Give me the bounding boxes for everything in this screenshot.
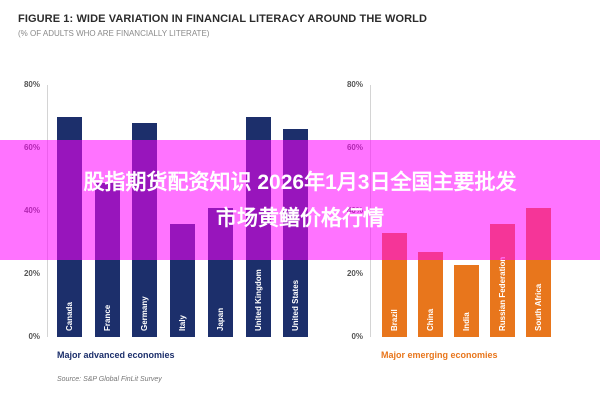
bar-category-label: Brazil — [389, 309, 399, 331]
y-tick-label: 20% — [346, 269, 363, 278]
bar-category-label: South Africa — [533, 283, 543, 331]
promo-overlay-banner — [0, 140, 600, 260]
source-note: Source: S&P Global FinLit Survey — [57, 376, 162, 383]
bar-china: China — [418, 251, 443, 337]
bar-category-label: China — [425, 308, 435, 331]
bar-india: India — [454, 264, 479, 337]
figure-subtitle: (% OF ADULTS WHO ARE FINANCIALLY LITERAT… — [18, 29, 210, 38]
overlay-title: 股指期货配资知识 2026年1月3日全国主要批发 市场黄鳝价格行情 — [0, 165, 600, 237]
advanced-group-label: Major advanced economies — [57, 350, 175, 360]
bar-category-label: India — [461, 312, 471, 331]
y-tick-label: 20% — [23, 269, 40, 278]
y-tick-label: 80% — [346, 80, 363, 89]
y-tick-label: 80% — [23, 80, 40, 89]
emerging-group-label: Major emerging economies — [381, 350, 498, 360]
overlay-title-line-2: 市场黄鳝价格行情 — [216, 207, 384, 230]
y-tick-label: 0% — [351, 332, 363, 341]
overlay-title-line-1: 股指期货配资知识 2026年1月3日全国主要批发 — [83, 171, 517, 194]
figure-title: FIGURE 1: WIDE VARIATION IN FINANCIAL LI… — [18, 13, 428, 25]
y-tick-label: 0% — [28, 332, 40, 341]
bar-category-label: Russian Federation — [497, 256, 507, 331]
